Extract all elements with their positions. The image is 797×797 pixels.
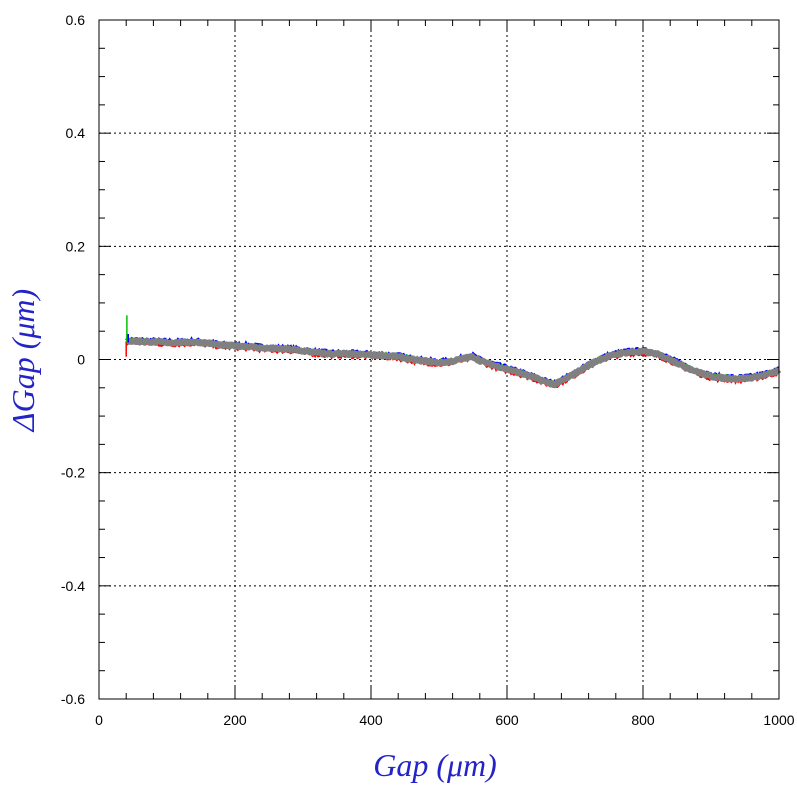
x-tick-label: 600 <box>495 712 519 728</box>
x-tick-label: 0 <box>95 712 103 728</box>
y-tick-label: 0.4 <box>66 125 86 141</box>
x-tick-label: 1000 <box>763 712 794 728</box>
y-tick-label: 0.6 <box>66 12 86 28</box>
y-tick-label: -0.4 <box>61 578 85 594</box>
y-tick-label: 0.2 <box>66 238 86 254</box>
y-tick-label: 0 <box>77 352 85 368</box>
y-tick-label: -0.2 <box>61 465 85 481</box>
y-tick-label: -0.6 <box>61 691 85 707</box>
x-tick-label: 400 <box>359 712 383 728</box>
x-axis-label: Gap (μm) <box>373 747 497 783</box>
x-tick-label: 200 <box>223 712 247 728</box>
data-series <box>124 315 782 389</box>
y-tick-labels: -0.6 -0.4 -0.2 0 0.2 0.4 0.6 <box>61 12 85 707</box>
y-axis-label: ΔGap (μm) <box>5 289 41 433</box>
plot-frame <box>98 19 780 700</box>
x-tick-label: 800 <box>631 712 655 728</box>
x-tick-labels: 0 200 400 600 800 1000 <box>95 712 795 728</box>
series-line-grey <box>124 337 782 389</box>
